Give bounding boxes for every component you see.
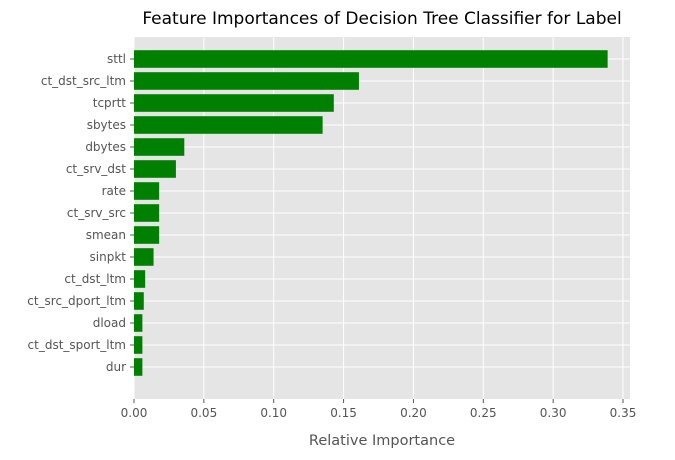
x-axis-label: Relative Importance bbox=[309, 433, 455, 449]
x-tick-label: 0.35 bbox=[610, 406, 637, 420]
y-tick-label: dload bbox=[93, 316, 126, 330]
x-tick-label: 0.15 bbox=[330, 406, 357, 420]
y-tick-label: ct_srv_src bbox=[67, 206, 126, 220]
y-tick-label: ct_src_dport_ltm bbox=[27, 294, 126, 308]
bar-dload bbox=[134, 314, 143, 332]
bar-dbytes bbox=[134, 138, 185, 156]
x-tick-label: 0.20 bbox=[400, 406, 427, 420]
bar-ct-dst-src-ltm bbox=[134, 72, 359, 90]
bar-sttl bbox=[134, 50, 608, 68]
chart-title: Feature Importances of Decision Tree Cla… bbox=[142, 9, 621, 29]
x-axis-tick-labels: 0.00 0.05 0.10 0.15 0.20 0.25 0.30 0.35 bbox=[121, 399, 637, 420]
bar-ct-dst-ltm bbox=[134, 270, 146, 288]
bar-ct-srv-dst bbox=[134, 160, 176, 178]
x-tick-label: 0.05 bbox=[190, 406, 217, 420]
bar-sbytes bbox=[134, 116, 323, 134]
bar-ct-dst-sport-ltm bbox=[134, 336, 143, 354]
x-tick-label: 0.00 bbox=[121, 406, 148, 420]
bar-rate bbox=[134, 182, 160, 200]
bar-tcprtt bbox=[134, 94, 334, 112]
x-tick-label: 0.10 bbox=[260, 406, 287, 420]
bar-ct-srv-src bbox=[134, 204, 160, 222]
bar-ct-src-dport-ltm bbox=[134, 292, 144, 310]
bar-dur bbox=[134, 358, 143, 376]
y-tick-label: sbytes bbox=[87, 118, 126, 132]
y-tick-label: sttl bbox=[107, 52, 126, 66]
y-tick-label: ct_dst_sport_ltm bbox=[28, 338, 126, 352]
x-tick-label: 0.30 bbox=[540, 406, 567, 420]
y-tick-label: ct_dst_src_ltm bbox=[41, 74, 126, 88]
y-tick-label: rate bbox=[102, 184, 126, 198]
y-tick-label: ct_srv_dst bbox=[66, 162, 126, 176]
y-tick-label: dbytes bbox=[85, 140, 126, 154]
y-tick-label: sinpkt bbox=[90, 250, 127, 264]
y-tick-label: dur bbox=[106, 360, 126, 374]
y-tick-label: ct_dst_ltm bbox=[64, 272, 126, 286]
bar-sinpkt bbox=[134, 248, 154, 266]
y-tick-label: tcprtt bbox=[93, 96, 127, 110]
y-tick-label: smean bbox=[86, 228, 126, 242]
x-tick-label: 0.25 bbox=[470, 406, 497, 420]
bars bbox=[134, 50, 608, 376]
bar-smean bbox=[134, 226, 160, 244]
